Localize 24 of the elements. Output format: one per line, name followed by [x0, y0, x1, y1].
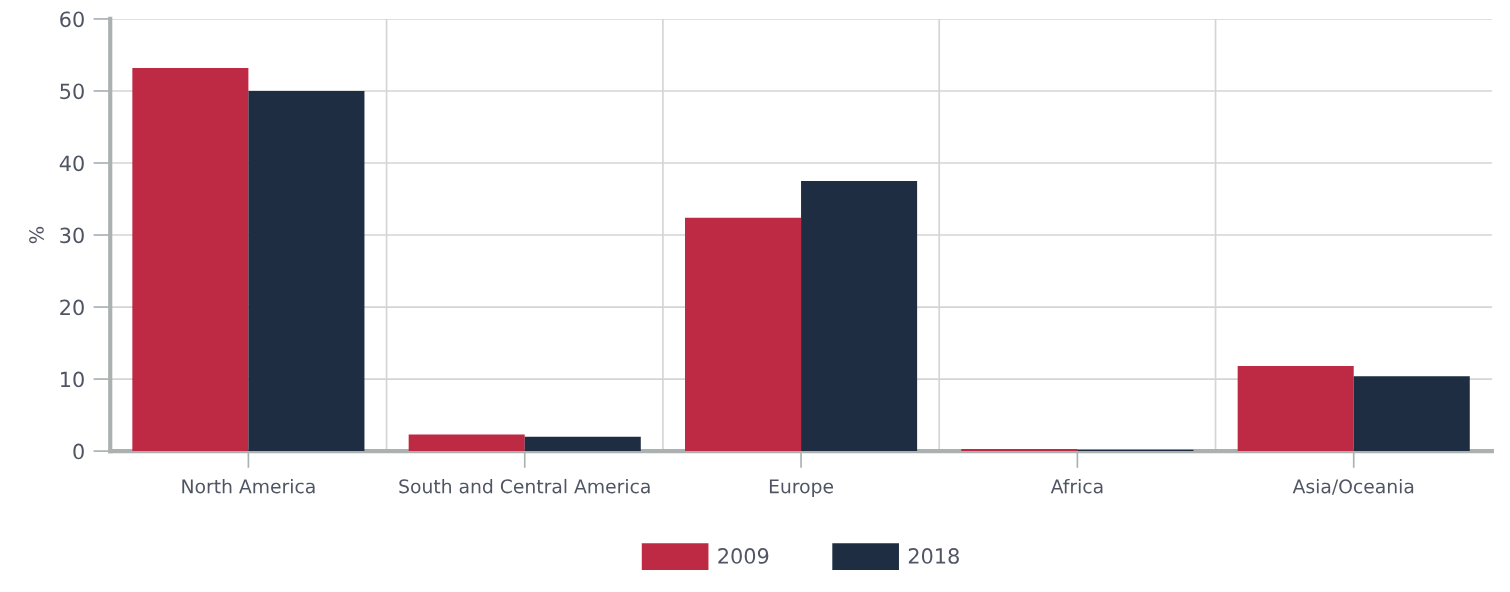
legend-label: 2018: [908, 548, 959, 564]
x-tick-label: Asia/Oceania: [1292, 478, 1414, 495]
bar: [685, 217, 802, 452]
bar: [408, 434, 525, 452]
bar: [248, 90, 365, 452]
y-tick-label: 20: [60, 299, 84, 316]
x-tick-label: South and Central America: [399, 478, 650, 494]
bar: [132, 67, 249, 452]
bar: [801, 181, 918, 452]
y-tick-label: 60: [60, 11, 84, 28]
y-tick-label: 40: [59, 155, 84, 172]
bar: [524, 436, 641, 452]
y-tick-label: 30: [60, 227, 84, 244]
x-tick-label: Africa: [1050, 478, 1103, 494]
y-tick-label: 0: [73, 443, 84, 460]
y-axis-title: %: [29, 226, 44, 244]
bar: [1353, 376, 1470, 452]
y-tick-label: 10: [61, 371, 84, 388]
bar: [1237, 366, 1354, 452]
x-tick-label: North America: [182, 478, 315, 494]
bar: [961, 448, 1078, 452]
y-tick-label: 50: [60, 83, 84, 100]
legend-label: 2009: [718, 548, 769, 564]
x-tick-label: Europe: [769, 479, 834, 498]
